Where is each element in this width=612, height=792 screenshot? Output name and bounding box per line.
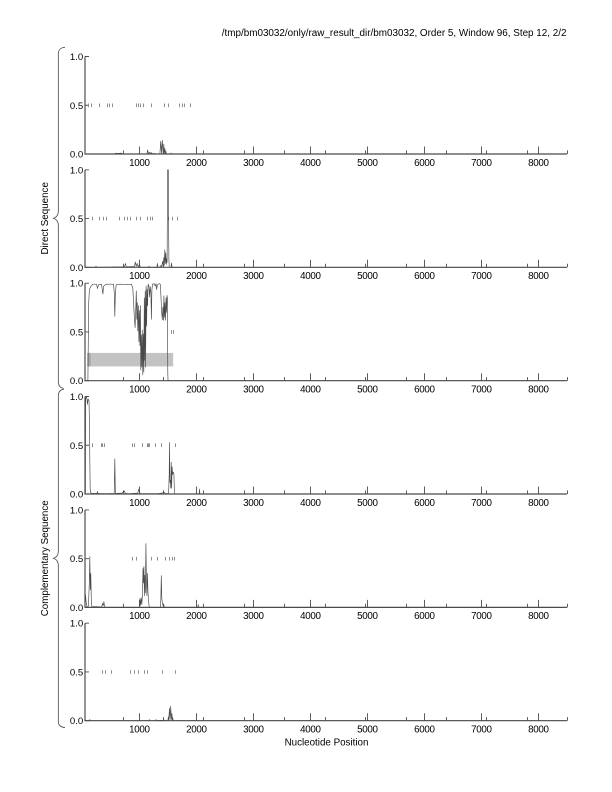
svg-text:0.0: 0.0 bbox=[70, 150, 83, 161]
svg-text:2000: 2000 bbox=[186, 611, 207, 622]
svg-text:2000: 2000 bbox=[186, 158, 207, 169]
svg-text:0.5: 0.5 bbox=[70, 214, 83, 225]
svg-text:6000: 6000 bbox=[414, 611, 435, 622]
svg-text:4000: 4000 bbox=[300, 611, 321, 622]
svg-text:/tmp/bm03032/only/raw_result_d: /tmp/bm03032/only/raw_result_dir/bm03032… bbox=[222, 28, 567, 39]
svg-text:0.0: 0.0 bbox=[70, 490, 83, 501]
svg-text:1.0: 1.0 bbox=[70, 392, 83, 403]
svg-text:8000: 8000 bbox=[528, 611, 549, 622]
svg-text:3000: 3000 bbox=[243, 158, 264, 169]
svg-text:1.0: 1.0 bbox=[70, 619, 83, 630]
svg-text:5000: 5000 bbox=[357, 385, 378, 396]
svg-text:7000: 7000 bbox=[471, 611, 492, 622]
svg-text:2000: 2000 bbox=[186, 271, 207, 282]
svg-text:5000: 5000 bbox=[357, 611, 378, 622]
svg-text:0.5: 0.5 bbox=[70, 668, 83, 679]
svg-text:4000: 4000 bbox=[300, 725, 321, 736]
svg-text:1000: 1000 bbox=[129, 611, 150, 622]
svg-text:5000: 5000 bbox=[357, 725, 378, 736]
svg-text:6000: 6000 bbox=[414, 385, 435, 396]
svg-text:2000: 2000 bbox=[186, 498, 207, 509]
svg-text:6000: 6000 bbox=[414, 271, 435, 282]
svg-text:3000: 3000 bbox=[243, 385, 264, 396]
svg-text:0.0: 0.0 bbox=[70, 716, 83, 727]
svg-text:4000: 4000 bbox=[300, 385, 321, 396]
svg-text:4000: 4000 bbox=[300, 498, 321, 509]
svg-text:1.0: 1.0 bbox=[70, 279, 83, 290]
svg-text:0.5: 0.5 bbox=[70, 441, 83, 452]
svg-text:0.0: 0.0 bbox=[70, 263, 83, 274]
svg-text:1000: 1000 bbox=[129, 271, 150, 282]
svg-text:3000: 3000 bbox=[243, 611, 264, 622]
svg-text:7000: 7000 bbox=[471, 385, 492, 396]
svg-text:8000: 8000 bbox=[528, 498, 549, 509]
svg-text:6000: 6000 bbox=[414, 498, 435, 509]
svg-text:3000: 3000 bbox=[243, 725, 264, 736]
svg-text:8000: 8000 bbox=[528, 725, 549, 736]
svg-text:3000: 3000 bbox=[243, 271, 264, 282]
svg-text:0.5: 0.5 bbox=[70, 327, 83, 338]
svg-text:4000: 4000 bbox=[300, 271, 321, 282]
svg-text:6000: 6000 bbox=[414, 158, 435, 169]
svg-text:0.5: 0.5 bbox=[70, 554, 83, 565]
svg-text:1.0: 1.0 bbox=[70, 52, 83, 63]
svg-text:1000: 1000 bbox=[129, 725, 150, 736]
svg-text:8000: 8000 bbox=[528, 158, 549, 169]
svg-text:6000: 6000 bbox=[414, 725, 435, 736]
svg-text:5000: 5000 bbox=[357, 158, 378, 169]
svg-text:8000: 8000 bbox=[528, 271, 549, 282]
svg-text:5000: 5000 bbox=[357, 271, 378, 282]
svg-text:1000: 1000 bbox=[129, 498, 150, 509]
svg-text:7000: 7000 bbox=[471, 271, 492, 282]
svg-text:Nucleotide Position: Nucleotide Position bbox=[285, 738, 369, 749]
svg-text:1000: 1000 bbox=[129, 385, 150, 396]
svg-text:7000: 7000 bbox=[471, 158, 492, 169]
svg-text:Direct Sequence: Direct Sequence bbox=[40, 182, 51, 255]
svg-text:7000: 7000 bbox=[471, 498, 492, 509]
svg-text:3000: 3000 bbox=[243, 498, 264, 509]
svg-text:0.0: 0.0 bbox=[70, 603, 83, 614]
svg-text:0.5: 0.5 bbox=[70, 101, 83, 112]
svg-text:1.0: 1.0 bbox=[70, 165, 83, 176]
svg-text:8000: 8000 bbox=[528, 385, 549, 396]
svg-text:1.0: 1.0 bbox=[70, 505, 83, 516]
svg-text:4000: 4000 bbox=[300, 158, 321, 169]
svg-text:1000: 1000 bbox=[129, 158, 150, 169]
svg-text:2000: 2000 bbox=[186, 385, 207, 396]
svg-text:0.0: 0.0 bbox=[70, 376, 83, 387]
svg-text:7000: 7000 bbox=[471, 725, 492, 736]
svg-text:2000: 2000 bbox=[186, 725, 207, 736]
svg-text:Complementary Sequence: Complementary Sequence bbox=[40, 500, 51, 617]
svg-text:5000: 5000 bbox=[357, 498, 378, 509]
